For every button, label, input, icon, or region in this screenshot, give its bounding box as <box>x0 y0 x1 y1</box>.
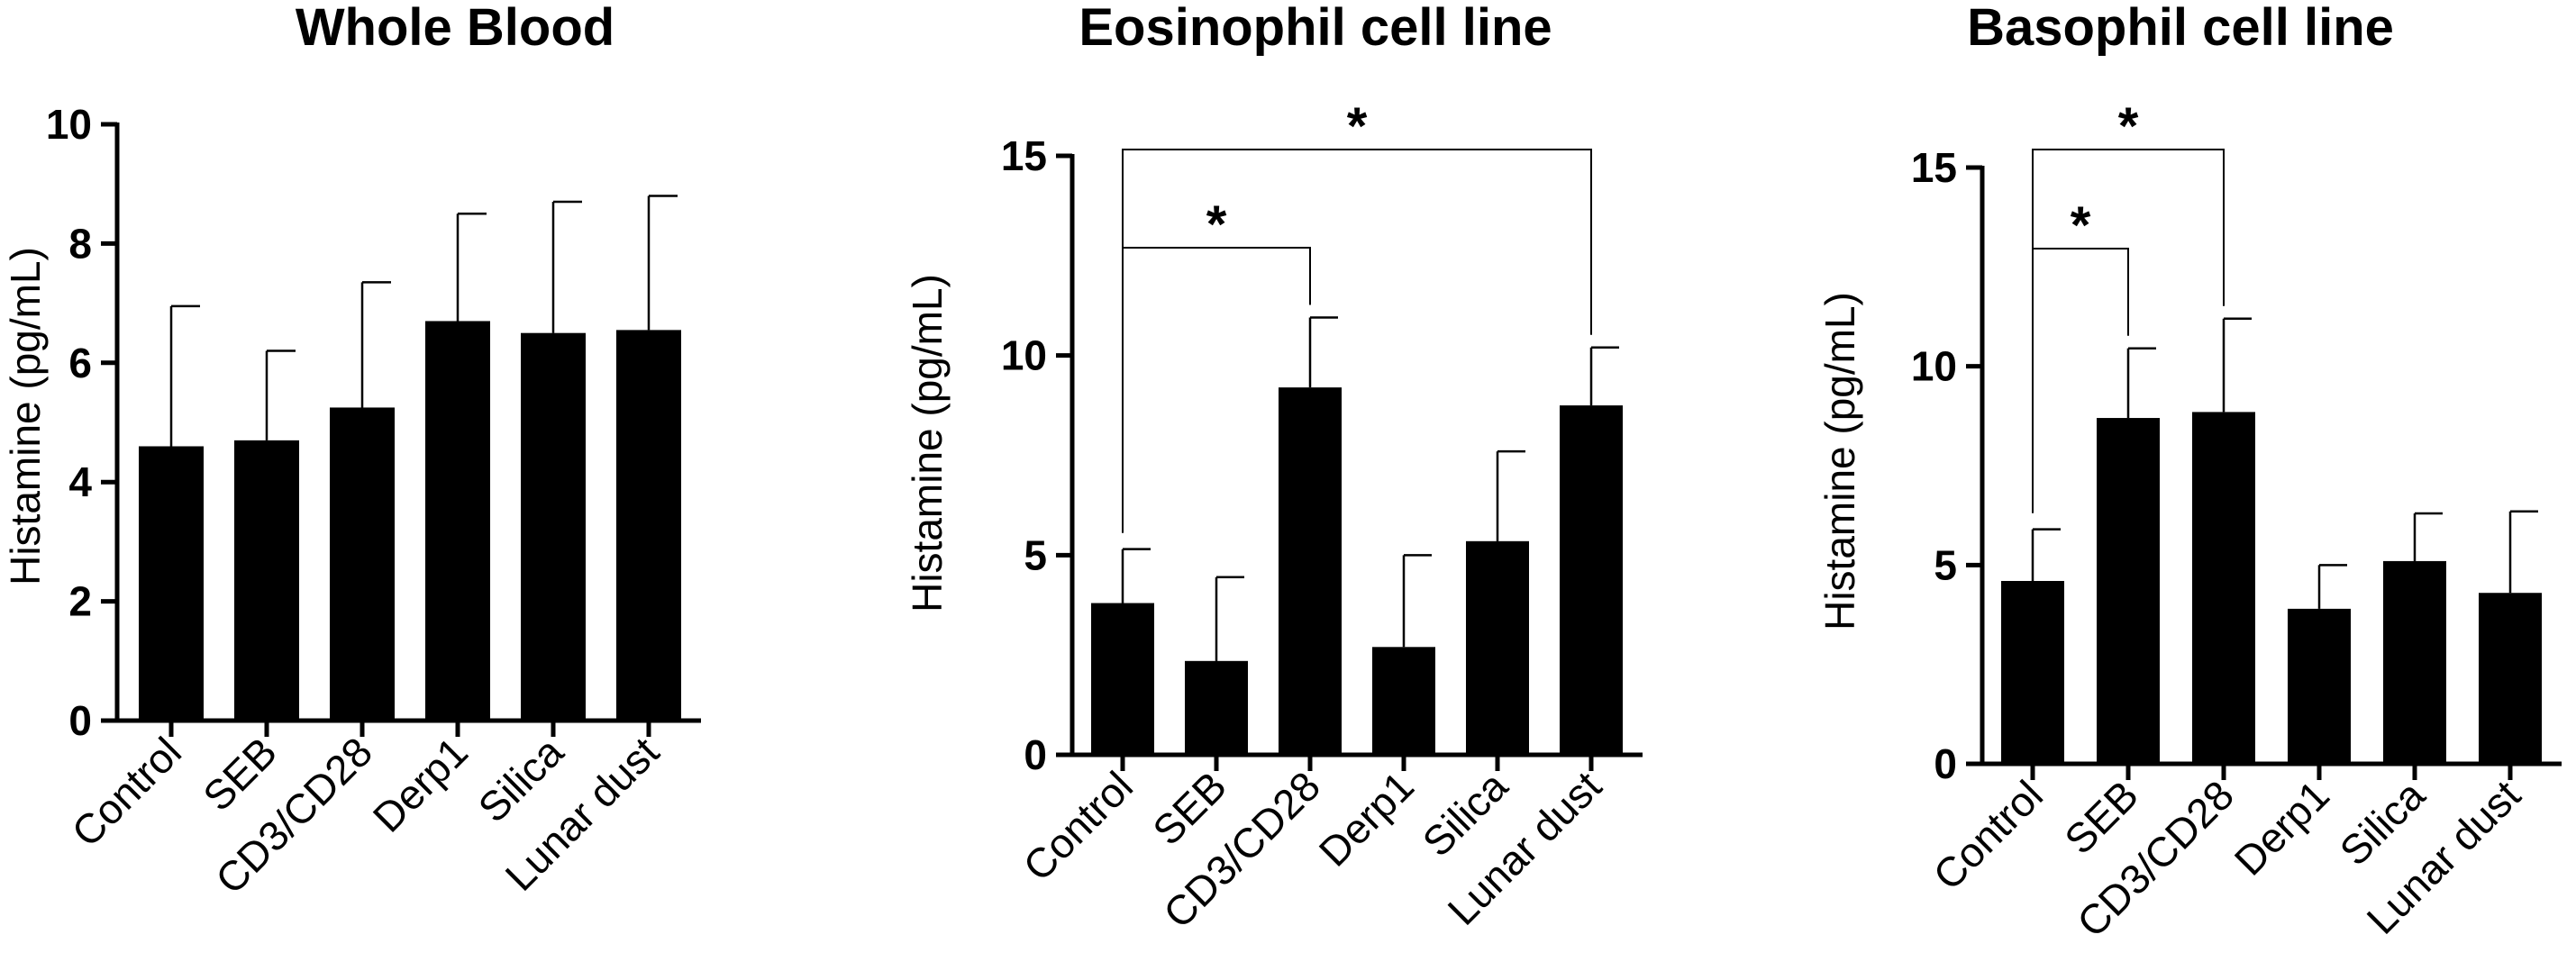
bar <box>2479 593 2542 764</box>
chart-title: Whole Blood <box>296 0 614 57</box>
x-tick-label: Control <box>1924 771 2052 899</box>
y-axis-label: Histamine (pg/mL) <box>904 274 951 612</box>
chart-panel-whole-blood: Whole Blood Histamine (pg/mL) 0 2 4 6 8 10 Con… <box>2 0 701 903</box>
y-tick-label: 4 <box>68 458 92 505</box>
bar <box>521 332 586 721</box>
bar <box>2097 418 2160 764</box>
bar <box>1091 603 1154 755</box>
bar <box>425 321 490 721</box>
x-tick-label: Control <box>62 728 190 856</box>
y-tick-label: 15 <box>1001 132 1047 179</box>
chart-title: Basophil cell line <box>1967 0 2394 57</box>
bar <box>1466 540 1529 755</box>
x-tick-label: Control <box>1014 762 1142 890</box>
x-tick-label: Derp1 <box>364 728 477 840</box>
bar <box>1372 647 1435 755</box>
significance-marker: * <box>2071 196 2091 255</box>
bar <box>1185 660 1248 755</box>
y-axis-label: Histamine (pg/mL) <box>1816 292 1863 631</box>
bar <box>139 446 204 721</box>
y-tick-label: 0 <box>1024 731 1047 778</box>
significance-marker: * <box>1347 97 1368 156</box>
bar <box>2001 580 2064 764</box>
chart-panel-basophil-cell-line: Basophil cell line Histamine (pg/mL) 0 5 1… <box>1816 0 2562 946</box>
bar <box>2192 412 2255 764</box>
y-tick-label: 5 <box>1934 541 1957 588</box>
y-tick-label: 6 <box>68 340 92 386</box>
bar <box>1279 387 1342 755</box>
bar <box>2288 608 2351 764</box>
x-tick-label: Derp1 <box>2226 771 2338 884</box>
significance-bracket <box>1122 149 1592 533</box>
y-tick-label: 8 <box>68 220 92 267</box>
y-tick-label: 10 <box>1001 332 1047 379</box>
bar <box>330 407 395 721</box>
y-tick-label: 2 <box>68 578 92 625</box>
y-tick-label: 0 <box>1934 740 1957 787</box>
significance-bracket <box>2032 149 2225 513</box>
bar <box>2383 560 2446 764</box>
bar <box>616 330 681 721</box>
y-tick-label: 5 <box>1024 531 1047 578</box>
y-tick-label: 0 <box>68 697 92 744</box>
significance-marker: * <box>2118 97 2139 156</box>
y-tick-label: 10 <box>1911 343 1957 390</box>
y-tick-label: 10 <box>46 101 92 148</box>
chart-panel-eosinophil-cell-line: Eosinophil cell line Histamine (pg/mL) 0… <box>904 0 1643 937</box>
x-tick-label: Derp1 <box>1310 762 1423 875</box>
bar <box>1560 405 1623 755</box>
chart-title: Eosinophil cell line <box>1079 0 1552 57</box>
y-tick-label: 15 <box>1911 144 1957 191</box>
significance-marker: * <box>1206 195 1227 254</box>
y-axis-label: Histamine (pg/mL) <box>2 247 49 585</box>
bar <box>234 440 299 721</box>
